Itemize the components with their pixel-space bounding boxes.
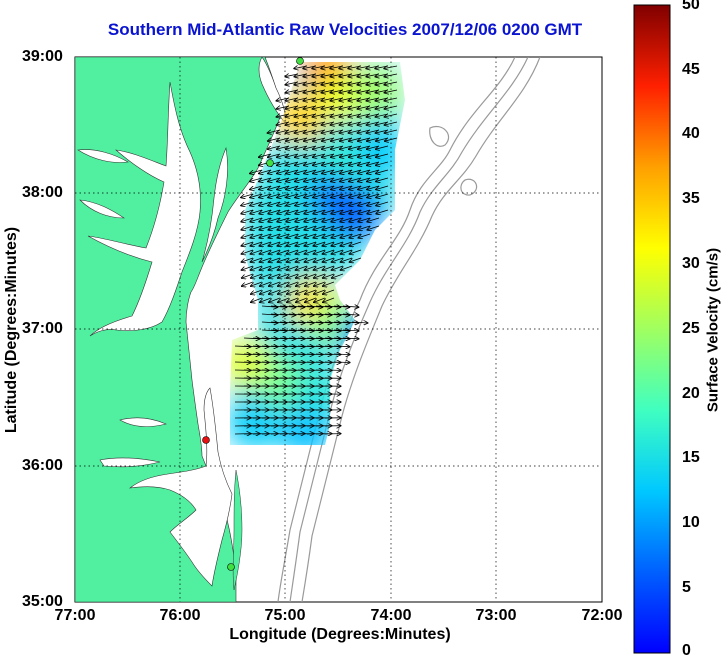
colorbar-tick: 20 (682, 385, 700, 403)
colorbar-tick: 30 (682, 255, 700, 273)
x-tick-label: 75:00 (265, 607, 306, 625)
colorbar-tick: 35 (682, 190, 700, 208)
x-tick-label: 74:00 (371, 607, 412, 625)
y-tick-label: 39:00 (22, 48, 63, 66)
colorbar-tick: 45 (682, 61, 700, 79)
x-tick-label: 73:00 (476, 607, 517, 625)
x-tick-label: 76:00 (160, 607, 201, 625)
velocity-arrow (334, 362, 350, 363)
x-axis-label: Longitude (Degrees:Minutes) (229, 626, 450, 644)
colorbar-tick: 40 (682, 125, 700, 143)
colorbar-tick: 25 (682, 320, 700, 338)
y-tick-label: 37:00 (22, 320, 63, 338)
radar-site-marker (267, 160, 274, 167)
radar-site-marker (297, 58, 304, 65)
speed-sample (228, 399, 280, 451)
colorbar-tick: 50 (682, 0, 700, 14)
map-title: Southern Mid-Atlantic Raw Velocities 200… (0, 20, 690, 40)
colorbar-tick: 5 (682, 579, 691, 597)
y-tick-label: 36:00 (22, 457, 63, 475)
y-tick-label: 35:00 (22, 593, 63, 611)
x-tick-label: 72:00 (582, 607, 623, 625)
y-axis-label: Latitude (Degrees:Minutes) (3, 227, 21, 433)
radar-site-marker (228, 564, 235, 571)
y-tick-label: 38:00 (22, 184, 63, 202)
colorbar (634, 5, 670, 653)
colorbar-tick: 0 (682, 642, 691, 660)
colorbar-tick: 15 (682, 449, 700, 467)
colorbar-label: Surface Velocity (cm/s) (705, 248, 722, 412)
radar-site-marker (203, 437, 210, 444)
colorbar-tick: 10 (682, 514, 700, 532)
